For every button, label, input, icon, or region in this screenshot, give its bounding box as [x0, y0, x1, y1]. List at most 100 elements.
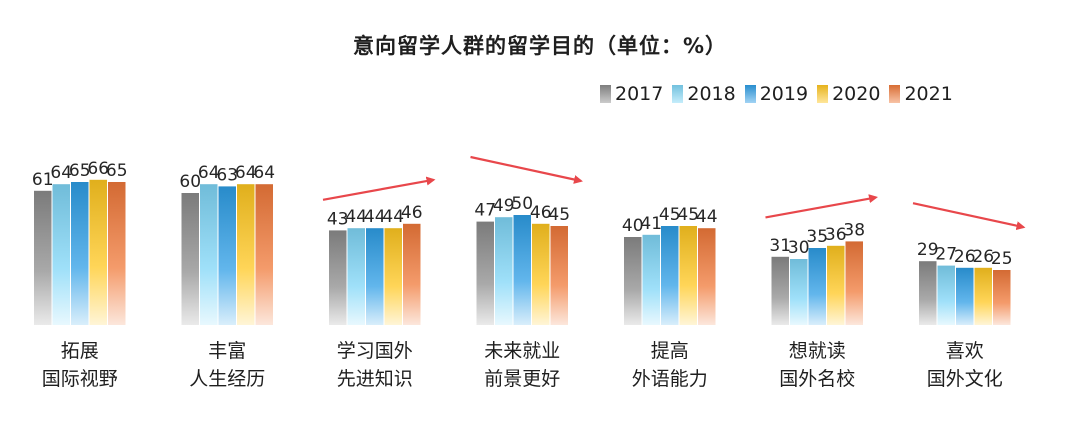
- data-label: 45: [677, 205, 699, 225]
- data-label: 40: [622, 216, 644, 236]
- bar: [89, 179, 107, 325]
- bar: [771, 256, 789, 325]
- category-label: 学习国外: [337, 340, 413, 362]
- bar: [937, 265, 955, 325]
- data-label: 64: [50, 163, 72, 183]
- category-label: 想就读: [789, 340, 846, 362]
- bar: [550, 226, 568, 325]
- legend-swatch: [600, 85, 611, 103]
- bar: [808, 248, 826, 325]
- data-label: 30: [788, 238, 810, 258]
- bar: [993, 270, 1011, 325]
- bar: [624, 237, 642, 325]
- data-label: 45: [659, 205, 681, 225]
- category-label: 外语能力: [632, 368, 708, 390]
- data-label: 26: [954, 247, 976, 267]
- data-label: 66: [87, 159, 109, 179]
- data-label: 64: [253, 163, 275, 183]
- legend-item-2018: 2018: [672, 83, 736, 105]
- data-label: 41: [640, 214, 662, 234]
- category-label: 喜欢: [946, 340, 984, 362]
- bar: [679, 226, 697, 325]
- bar: [476, 221, 494, 325]
- bar: [827, 245, 845, 325]
- legend-label: 2021: [904, 83, 953, 105]
- legend-label: 2017: [615, 83, 664, 105]
- data-label: 46: [530, 203, 552, 223]
- data-label: 38: [843, 220, 865, 240]
- bar: [495, 217, 513, 325]
- data-label: 44: [364, 207, 386, 227]
- data-label: 27: [935, 245, 957, 265]
- data-label: 36: [825, 225, 847, 245]
- data-label: 44: [696, 207, 718, 227]
- legend-label: 2018: [687, 83, 736, 105]
- category-label: 提高: [651, 340, 689, 362]
- bar: [200, 184, 218, 325]
- bar: [661, 226, 679, 325]
- bar: [181, 193, 199, 325]
- bar: [329, 230, 347, 325]
- bar: [384, 228, 402, 325]
- category-label: 国外名校: [779, 368, 855, 390]
- legend-item-2021: 2021: [889, 83, 953, 105]
- data-label: 65: [69, 161, 91, 181]
- legend-swatch: [744, 85, 756, 103]
- category-label: 前景更好: [484, 368, 560, 390]
- category-label: 人生经历: [189, 368, 265, 390]
- bar: [974, 267, 992, 325]
- bar: [403, 223, 421, 325]
- data-label: 45: [548, 205, 570, 225]
- category-label: 丰富: [208, 340, 246, 362]
- bar: [366, 228, 384, 325]
- bar: [956, 267, 974, 325]
- legend-swatch: [889, 85, 901, 103]
- bar: [347, 228, 365, 325]
- bar: [108, 182, 126, 325]
- data-label: 64: [198, 163, 220, 183]
- bar: [532, 223, 550, 325]
- bar: [34, 190, 52, 325]
- data-label: 31: [769, 236, 791, 256]
- data-label: 35: [806, 227, 828, 247]
- chart-legend: 2017 2018 2019 2020 2021: [600, 82, 962, 106]
- legend-label: 2019: [759, 83, 809, 105]
- data-label: 65: [106, 161, 128, 181]
- bar: [255, 184, 273, 325]
- category-label: 国外文化: [927, 368, 1003, 390]
- category-label: 国际视野: [42, 368, 118, 390]
- data-label: 44: [345, 207, 367, 227]
- data-label: 50: [511, 194, 533, 214]
- bar: [513, 215, 531, 325]
- category-label: 未来就业: [484, 340, 560, 362]
- category-label: 先进知识: [337, 368, 413, 390]
- trend-arrow: [912, 202, 1026, 231]
- category-label: 拓展: [61, 340, 99, 362]
- bar: [698, 228, 716, 325]
- legend-label: 2020: [832, 83, 881, 105]
- data-label: 60: [179, 172, 201, 192]
- data-label: 61: [32, 170, 54, 190]
- legend-item-2019: 2019: [744, 83, 809, 105]
- bar: [52, 184, 70, 325]
- bar: [790, 259, 808, 325]
- data-label: 26: [972, 247, 994, 267]
- legend-swatch: [672, 85, 684, 103]
- data-label: 44: [382, 207, 404, 227]
- bar: [218, 186, 236, 325]
- chart-title: 意向留学人群的留学目的（单位：%）: [352, 34, 728, 58]
- data-label: 43: [327, 209, 349, 229]
- legend-item-2020: 2020: [817, 83, 880, 105]
- data-label: 46: [401, 203, 423, 223]
- trend-arrow: [322, 176, 436, 201]
- data-label: 29: [917, 240, 939, 260]
